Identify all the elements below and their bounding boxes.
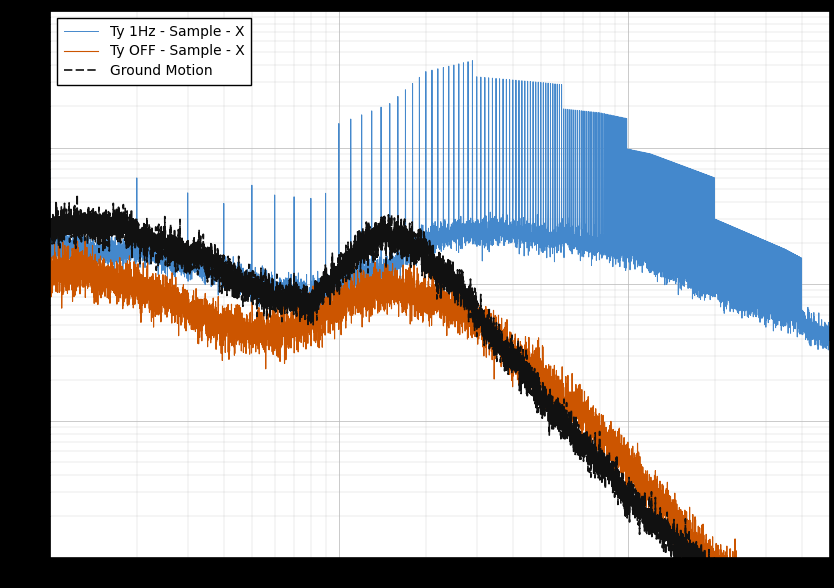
Ty OFF - Sample - X: [623, 456, 633, 463]
Ground Motion: [73, 191, 83, 198]
Ty 1Hz - Sample - X: [327, 275, 337, 282]
Ground Motion: [327, 250, 337, 257]
Ground Motion: [665, 536, 675, 543]
Ty 1Hz - Sample - X: [825, 336, 834, 343]
Ground Motion: [84, 218, 94, 225]
Ty 1Hz - Sample - X: [540, 229, 550, 236]
Ty 1Hz - Sample - X: [45, 169, 55, 176]
Line: Ty 1Hz - Sample - X: Ty 1Hz - Sample - X: [50, 61, 830, 350]
Ty OFF - Sample - X: [84, 271, 94, 278]
Ty 1Hz - Sample - X: [823, 346, 833, 353]
Ty 1Hz - Sample - X: [623, 246, 633, 253]
Ty OFF - Sample - X: [45, 280, 55, 288]
Ty OFF - Sample - X: [49, 231, 59, 238]
Ty 1Hz - Sample - X: [665, 259, 675, 266]
Ty OFF - Sample - X: [327, 311, 337, 318]
Ground Motion: [506, 356, 516, 363]
Ty OFF - Sample - X: [665, 508, 675, 515]
Ty OFF - Sample - X: [540, 403, 550, 410]
Legend: Ty 1Hz - Sample - X, Ty OFF - Sample - X, Ground Motion: Ty 1Hz - Sample - X, Ty OFF - Sample - X…: [57, 18, 251, 85]
Ground Motion: [45, 231, 55, 238]
Ty 1Hz - Sample - X: [506, 235, 516, 242]
Line: Ground Motion: Ground Motion: [50, 195, 830, 588]
Ty 1Hz - Sample - X: [84, 248, 94, 255]
Ty 1Hz - Sample - X: [467, 57, 477, 64]
Line: Ty OFF - Sample - X: Ty OFF - Sample - X: [50, 235, 830, 588]
Ground Motion: [623, 501, 633, 508]
Ground Motion: [540, 402, 550, 409]
Ty OFF - Sample - X: [506, 343, 516, 350]
